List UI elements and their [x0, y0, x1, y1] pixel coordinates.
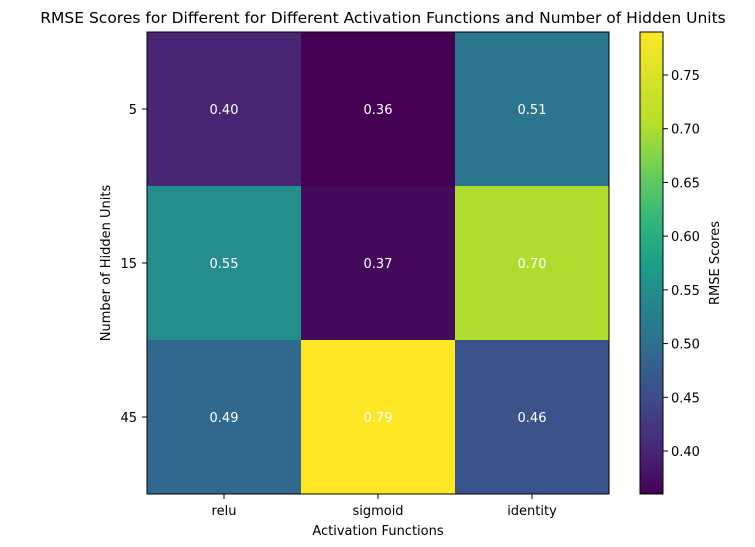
y-tick-label: 5: [129, 103, 137, 118]
heatmap-cell: [455, 32, 609, 186]
heatmap-cell: [301, 340, 455, 494]
heatmap-cell: [147, 32, 301, 186]
colorbar-label: RMSE Scores: [708, 221, 723, 305]
colorbar-tick-label: 0.50: [671, 338, 700, 353]
y-axis-ticks: 5 15 45: [120, 103, 147, 426]
cell-value-label: 0.40: [210, 103, 239, 118]
heatmap-cells: [147, 32, 609, 494]
y-axis-label: Number of Hidden Units: [99, 185, 114, 342]
colorbar-tick-label: 0.75: [671, 69, 700, 84]
cell-value-label: 0.51: [518, 103, 547, 118]
colorbar-tick-label: 0.55: [671, 284, 700, 299]
cell-value-label: 0.70: [518, 257, 547, 272]
y-tick-label: 15: [120, 257, 137, 272]
colorbar-ticks: 0.40 0.45 0.50 0.55 0.60 0.65 0.70 0.75: [663, 69, 700, 460]
cell-value-label: 0.49: [210, 411, 239, 426]
colorbar-tick-label: 0.65: [671, 176, 700, 191]
chart-title: RMSE Scores for Different for Different …: [40, 9, 725, 27]
x-tick-label: sigmoid: [352, 504, 403, 519]
colorbar-tick-label: 0.40: [671, 445, 700, 460]
x-tick-label: identity: [507, 504, 557, 519]
colorbar: [639, 31, 664, 495]
cell-value-label: 0.79: [364, 411, 393, 426]
cell-value-label: 0.46: [518, 411, 547, 426]
cell-value-label: 0.55: [210, 257, 239, 272]
heatmap-cell: [455, 340, 609, 494]
colorbar-tick-label: 0.60: [671, 230, 700, 245]
heatmap-cell: [455, 186, 609, 340]
heatmap-cell-labels: 0.40 0.36 0.51 0.55 0.37 0.70 0.49 0.79 0.46: [210, 103, 547, 426]
colorbar-tick-label: 0.45: [671, 391, 700, 406]
heatmap-cell: [301, 186, 455, 340]
colorbar-tick-label: 0.70: [671, 123, 700, 138]
cell-value-label: 0.37: [364, 257, 393, 272]
x-axis-label: Activation Functions: [312, 524, 444, 539]
x-axis-ticks: relu sigmoid identity: [212, 494, 557, 519]
heatmap-cell: [147, 340, 301, 494]
x-tick-label: relu: [212, 504, 237, 519]
y-tick-label: 45: [120, 411, 137, 426]
cell-value-label: 0.36: [364, 103, 393, 118]
heatmap-cell: [147, 186, 301, 340]
heatmap-cell: [301, 32, 455, 186]
